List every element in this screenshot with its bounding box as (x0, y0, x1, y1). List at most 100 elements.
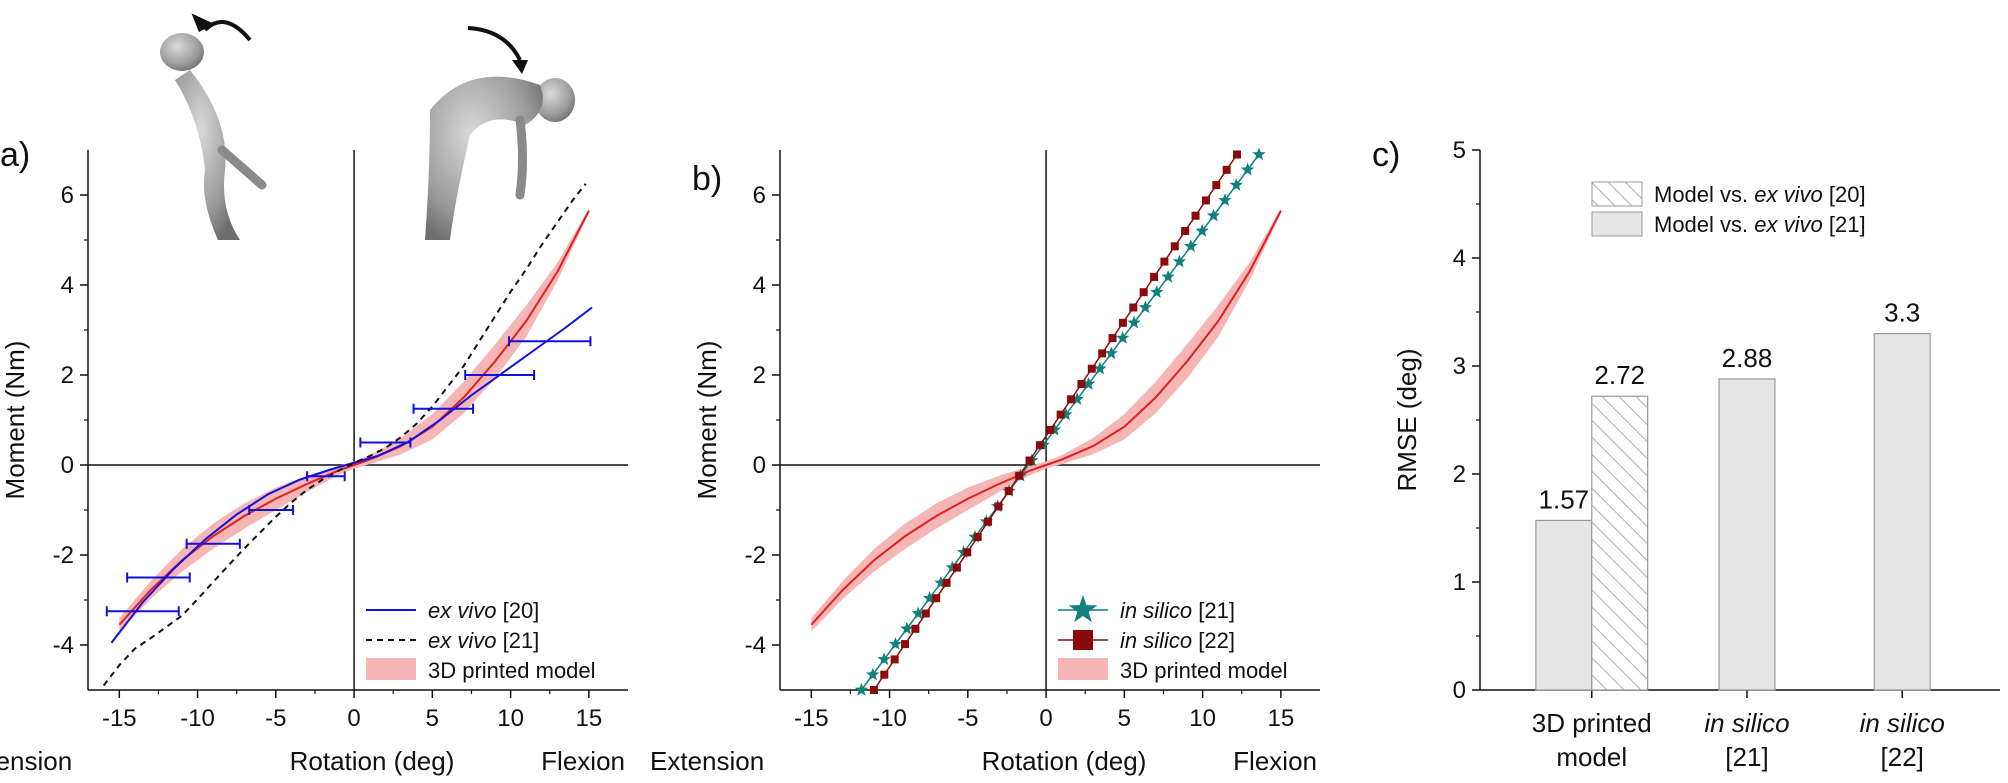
x-tick-label: 0 (1039, 705, 1052, 732)
in-silico-22-marker (1046, 425, 1055, 434)
in-silico-21-marker (1116, 331, 1130, 344)
in-silico-22-marker (973, 533, 982, 541)
y-tick-label: 0 (61, 452, 74, 479)
legend-swatch (1591, 211, 1643, 237)
in-silico-22-marker (1077, 380, 1086, 388)
y-tick-label: -4 (745, 632, 766, 659)
in-silico-22-marker (932, 594, 941, 603)
y-tick-label: -2 (745, 542, 766, 569)
legend-entry-label: 3D printed model (1120, 658, 1288, 683)
in-silico-22-marker (1150, 272, 1159, 281)
category-label-line2: [21] (1725, 742, 1768, 772)
in-silico-22-marker (1170, 242, 1179, 251)
in-silico-22-marker (1118, 318, 1127, 327)
in-silico-22-marker (1212, 181, 1221, 190)
in-silico-22-marker (1015, 471, 1024, 480)
x-tick-label: 15 (1268, 705, 1295, 732)
in-silico-22-marker (1222, 165, 1231, 174)
y-tick-label: 4 (753, 272, 766, 299)
rmse-bar (1535, 519, 1593, 691)
category-label-line1: in silico (1860, 708, 1945, 738)
model-uncertainty-band (811, 208, 1281, 632)
legend-entry-label: ex vivo [21] (428, 628, 539, 653)
figure-flexion-illustration (425, 26, 575, 241)
panel-c-rmse-bar-chart: c) 0 1 2 3 4 5 RMSE (deg) 3D printed model in sil… (1372, 136, 2000, 772)
in-silico-21-marker (1172, 254, 1187, 268)
in-silico-22-marker (921, 609, 930, 618)
legend-star-marker (1068, 595, 1098, 623)
in-silico-22-marker (1004, 487, 1013, 496)
in-silico-21-marker (1218, 193, 1232, 207)
panel-a-moment-rotation-chart: a) -4 -2 0 2 4 6 -15 -10 -5 0 5 10 15 Rotation (deg) E… (0, 13, 628, 776)
legend-entry-label: in silico [22] (1120, 628, 1235, 653)
y-tick-label: 2 (61, 362, 74, 389)
y-tick-label: 4 (61, 272, 74, 299)
in-silico-22-marker (942, 578, 951, 587)
in-silico-21-marker (854, 683, 868, 696)
figure-extension-illustration (160, 13, 267, 240)
x-axis-title: Rotation (deg) (290, 746, 455, 776)
in-silico-22-marker (911, 624, 920, 633)
in-silico-21-marker (1240, 162, 1255, 176)
in-silico-22-marker (1067, 395, 1076, 404)
in-silico-21-marker (1127, 315, 1141, 329)
in-silico-22-marker (890, 655, 899, 664)
in-silico-21-marker (1252, 147, 1266, 161)
in-silico-21-marker (877, 652, 891, 666)
in-silico-22-marker (1025, 456, 1034, 465)
in-silico-22-marker (994, 502, 1003, 511)
in-silico-21-marker (1093, 361, 1107, 375)
in-silico-21-marker (1070, 392, 1084, 405)
x-axis-left-label: Extension (0, 746, 72, 776)
in-silico-21-marker (911, 606, 925, 620)
y-tick-label: 2 (753, 362, 766, 389)
in-silico-21-marker (1161, 269, 1175, 283)
in-silico-22-marker (1160, 257, 1169, 266)
legend-swatch-band (366, 658, 416, 680)
in-silico-21-marker (888, 637, 903, 650)
x-tick-label: 0 (347, 705, 360, 732)
rmse-bar (1873, 333, 1931, 691)
bar-value-label: 1.57 (1539, 484, 1590, 514)
in-silico-22-marker (1035, 441, 1044, 450)
bar-value-label: 3.3 (1884, 298, 1920, 328)
x-axis-title: Rotation (deg) (982, 746, 1147, 776)
in-silico-21-marker (934, 575, 948, 589)
x-tick-label: -15 (794, 705, 829, 732)
x-axis-right-label: Flexion (541, 746, 625, 776)
x-tick-label: 10 (1189, 705, 1216, 732)
in-silico-21-marker (1184, 239, 1198, 252)
y-tick-label: -2 (53, 542, 74, 569)
x-axis-left-label: Extension (650, 746, 764, 776)
category-label-line2: model (1556, 742, 1627, 772)
ex-vivo-20-line (110, 306, 593, 644)
y-tick-label: 4 (1453, 245, 1466, 272)
in-silico-22-marker (1191, 211, 1200, 220)
y-tick-label: 6 (753, 182, 766, 209)
legend-swatch (1591, 181, 1643, 207)
in-silico-21-marker (1206, 208, 1221, 222)
model-mean-line (810, 210, 1282, 626)
in-silico-21-marker (1047, 422, 1062, 436)
y-tick-label: -4 (53, 632, 74, 659)
legend-square-marker (1073, 630, 1093, 650)
x-tick-label: -5 (957, 705, 978, 732)
y-tick-label: 2 (1453, 461, 1466, 488)
x-tick-label: -10 (180, 705, 215, 732)
x-tick-label: -5 (265, 705, 286, 732)
in-silico-21-marker (1104, 346, 1118, 360)
category-label-line2: [22] (1881, 742, 1924, 772)
legend-entry-label: in silico [21] (1120, 598, 1235, 623)
in-silico-22-marker (952, 563, 961, 572)
in-silico-21-marker (866, 667, 880, 681)
in-silico-22-marker (901, 640, 910, 649)
panel-a-letter: a) (0, 136, 30, 174)
category-label-line1: in silico (1704, 708, 1789, 738)
bar-value-label: 2.88 (1722, 343, 1773, 373)
in-silico-21-marker (1229, 178, 1243, 191)
in-silico-22-marker (1233, 150, 1242, 159)
rmse-bar (1718, 378, 1776, 691)
rmse-bar (1591, 395, 1649, 691)
in-silico-21-marker (1059, 407, 1073, 421)
